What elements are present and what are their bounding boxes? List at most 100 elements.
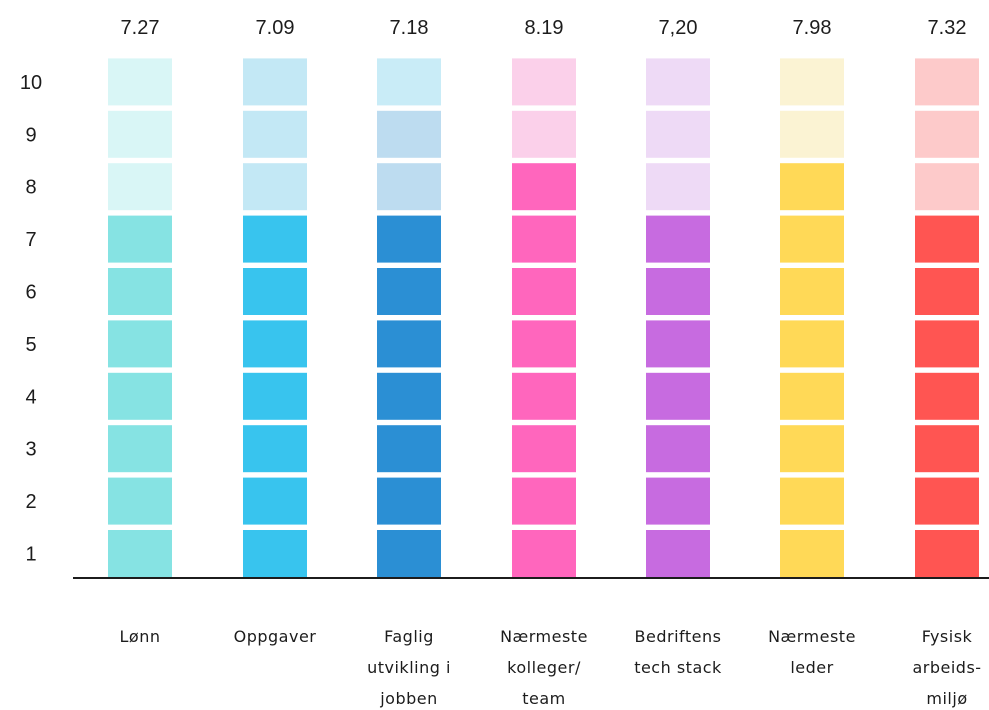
bar-block-empty xyxy=(243,58,307,106)
bar-block-filled xyxy=(377,268,441,315)
bar-block-filled xyxy=(512,163,576,211)
bar-block-filled xyxy=(915,477,979,525)
y-tick-label: 9 xyxy=(25,124,36,146)
value-label: 7.09 xyxy=(256,17,295,39)
category-label: Nærmeste xyxy=(500,627,588,646)
bar-block-filled xyxy=(243,530,307,577)
bar-block-empty xyxy=(915,58,979,106)
bar-block-filled xyxy=(646,268,710,315)
bar-block-filled xyxy=(108,425,172,473)
bar-block-filled xyxy=(915,215,979,263)
category-label: Bedriftens xyxy=(635,627,722,646)
bar-block-empty xyxy=(243,163,307,211)
bar-column xyxy=(512,58,576,577)
bar-block-filled xyxy=(646,215,710,263)
category-labels: Lønn Oppgaver Faglig utvikling i jobben Nærme… xyxy=(120,627,982,708)
bar-block-filled xyxy=(915,268,979,315)
bar-block-filled xyxy=(377,320,441,368)
bar-block-filled xyxy=(108,372,172,420)
bar-block-filled xyxy=(377,530,441,577)
bar-block-empty xyxy=(512,58,576,106)
bar-block-filled xyxy=(915,530,979,577)
bar-block-filled xyxy=(646,372,710,420)
category-label: Oppgaver xyxy=(234,627,317,646)
category-label: kolleger/ xyxy=(507,658,581,677)
y-tick-label: 6 xyxy=(25,282,36,304)
bar-block-filled xyxy=(780,425,844,473)
y-tick-label: 1 xyxy=(25,544,36,566)
bar-block-filled xyxy=(512,320,576,368)
bar-block-empty xyxy=(780,58,844,106)
value-label: 8.19 xyxy=(525,17,564,39)
bar-block-filled xyxy=(512,477,576,525)
bar-column xyxy=(377,58,441,577)
category-label: tech stack xyxy=(634,658,722,677)
bar-column xyxy=(646,58,710,577)
y-tick-label: 3 xyxy=(25,439,36,461)
bar-block-filled xyxy=(512,215,576,263)
bar-block-filled xyxy=(243,320,307,368)
bar-block-empty xyxy=(646,58,710,106)
bar-block-filled xyxy=(243,215,307,263)
bar-column xyxy=(108,58,172,577)
category-label: Lønn xyxy=(120,627,161,646)
category-label: utvikling i xyxy=(367,658,451,677)
bar-column xyxy=(780,58,844,577)
bar-block-empty xyxy=(243,110,307,158)
bar-block-filled xyxy=(512,425,576,473)
value-label: 7.27 xyxy=(121,17,160,39)
category-label: leder xyxy=(790,658,833,677)
bar-block-filled xyxy=(108,477,172,525)
value-label: 7.18 xyxy=(390,17,429,39)
category-label: Fysisk xyxy=(922,627,973,646)
bar-block-empty xyxy=(780,110,844,158)
bar-block-filled xyxy=(780,530,844,577)
bar-block-filled xyxy=(780,215,844,263)
bar-block-filled xyxy=(646,477,710,525)
bar-block-filled xyxy=(512,372,576,420)
bar-block-empty xyxy=(915,110,979,158)
value-label: 7,20 xyxy=(659,17,698,39)
bar-block-filled xyxy=(377,425,441,473)
bar-block-filled xyxy=(780,477,844,525)
bar-block-filled xyxy=(377,477,441,525)
bar-column xyxy=(243,58,307,577)
bar-block-empty xyxy=(512,110,576,158)
category-label: miljø xyxy=(926,689,967,708)
bar-block-empty xyxy=(377,110,441,158)
bar-block-filled xyxy=(512,530,576,577)
bar-block-filled xyxy=(377,372,441,420)
category-label: Faglig xyxy=(384,627,434,646)
bar-block-empty xyxy=(108,110,172,158)
bar-block-filled xyxy=(646,320,710,368)
category-label: jobben xyxy=(379,689,438,708)
value-labels: 7.27 7.09 7.18 8.19 7,20 7.98 7.32 xyxy=(121,17,967,39)
bar-block-filled xyxy=(108,530,172,577)
y-tick-label: 5 xyxy=(25,334,36,356)
bar-block-empty xyxy=(377,163,441,211)
y-tick-label: 8 xyxy=(25,177,36,199)
bar-column xyxy=(915,58,979,577)
bar-columns xyxy=(108,58,979,577)
bar-block-filled xyxy=(915,320,979,368)
bar-block-empty xyxy=(108,163,172,211)
y-axis: 1 2 3 4 5 6 7 8 9 10 xyxy=(20,72,42,566)
bar-block-filled xyxy=(108,320,172,368)
bar-block-filled xyxy=(646,425,710,473)
bar-block-filled xyxy=(243,372,307,420)
category-label: team xyxy=(522,689,566,708)
bar-block-filled xyxy=(243,477,307,525)
bar-block-empty xyxy=(108,58,172,106)
y-tick-label: 2 xyxy=(25,491,36,513)
bar-block-empty xyxy=(377,58,441,106)
category-label: arbeids- xyxy=(912,658,981,677)
bar-block-filled xyxy=(377,215,441,263)
bar-block-empty xyxy=(915,163,979,211)
bar-block-filled xyxy=(915,372,979,420)
y-tick-label: 4 xyxy=(25,386,36,408)
bar-block-filled xyxy=(243,425,307,473)
bar-block-filled xyxy=(243,268,307,315)
bar-block-filled xyxy=(780,163,844,211)
bar-block-filled xyxy=(646,530,710,577)
y-tick-label: 7 xyxy=(25,229,36,251)
